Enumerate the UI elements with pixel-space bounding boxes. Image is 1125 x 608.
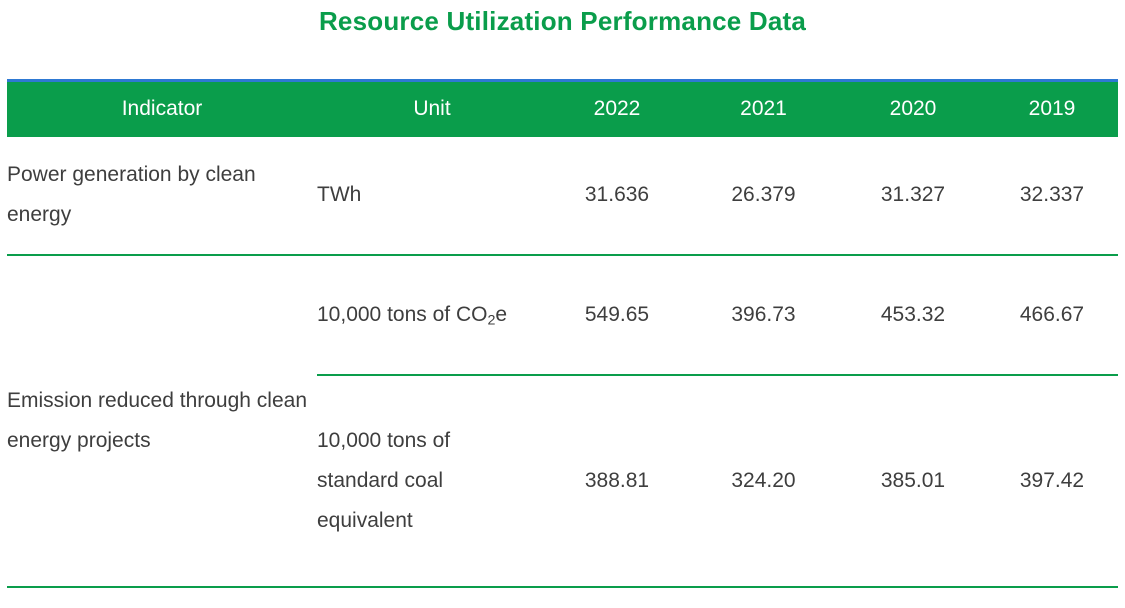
unit-cell: TWh (317, 136, 547, 256)
value-cell: 466.67 (986, 254, 1118, 376)
co2-subscript: 2 (487, 312, 496, 329)
column-header-2019: 2019 (986, 80, 1118, 137)
value-cell: 324.20 (687, 374, 840, 588)
value-cell: 31.636 (547, 136, 687, 256)
page-title: Resource Utilization Performance Data (318, 6, 807, 36)
value-cell: 397.42 (986, 374, 1118, 588)
value-cell: 388.81 (547, 374, 687, 588)
unit-cell: 10,000 tons of CO2e (317, 254, 547, 376)
unit-text: 10,000 tons of standard coal equivalent (317, 428, 451, 532)
column-header-indicator: Indicator (7, 80, 317, 137)
indicator-cell: Power generation by clean energy (7, 136, 317, 256)
column-header-2022: 2022 (547, 80, 687, 137)
unit-text: e (495, 302, 508, 326)
value-cell: 26.379 (687, 136, 840, 256)
table-row: Power generation by clean energy TWh 31.… (7, 136, 1118, 256)
column-header-2021: 2021 (687, 80, 840, 137)
value-cell: 453.32 (840, 254, 986, 376)
unit-text: 10,000 tons of CO (317, 302, 488, 326)
table-header-row: Indicator Unit 2022 2021 2020 2019 (7, 80, 1118, 137)
value-cell: 31.327 (840, 136, 986, 256)
column-header-unit: Unit (317, 80, 547, 137)
table-row: Emission reduced through clean energy pr… (7, 254, 1118, 588)
unit-cell: 10,000 tons of standard coal equivalent (317, 374, 547, 588)
indicator-cell: Emission reduced through clean energy pr… (7, 254, 317, 588)
value-cell: 549.65 (547, 254, 687, 376)
performance-table: Indicator Unit 2022 2021 2020 2019 Power… (7, 79, 1118, 588)
value-cell: 396.73 (687, 254, 840, 376)
value-cell: 32.337 (986, 136, 1118, 256)
table-row: 10,000 tons of standard coal equivalent … (7, 374, 1118, 588)
value-cell: 385.01 (840, 374, 986, 588)
column-header-2020: 2020 (840, 80, 986, 137)
